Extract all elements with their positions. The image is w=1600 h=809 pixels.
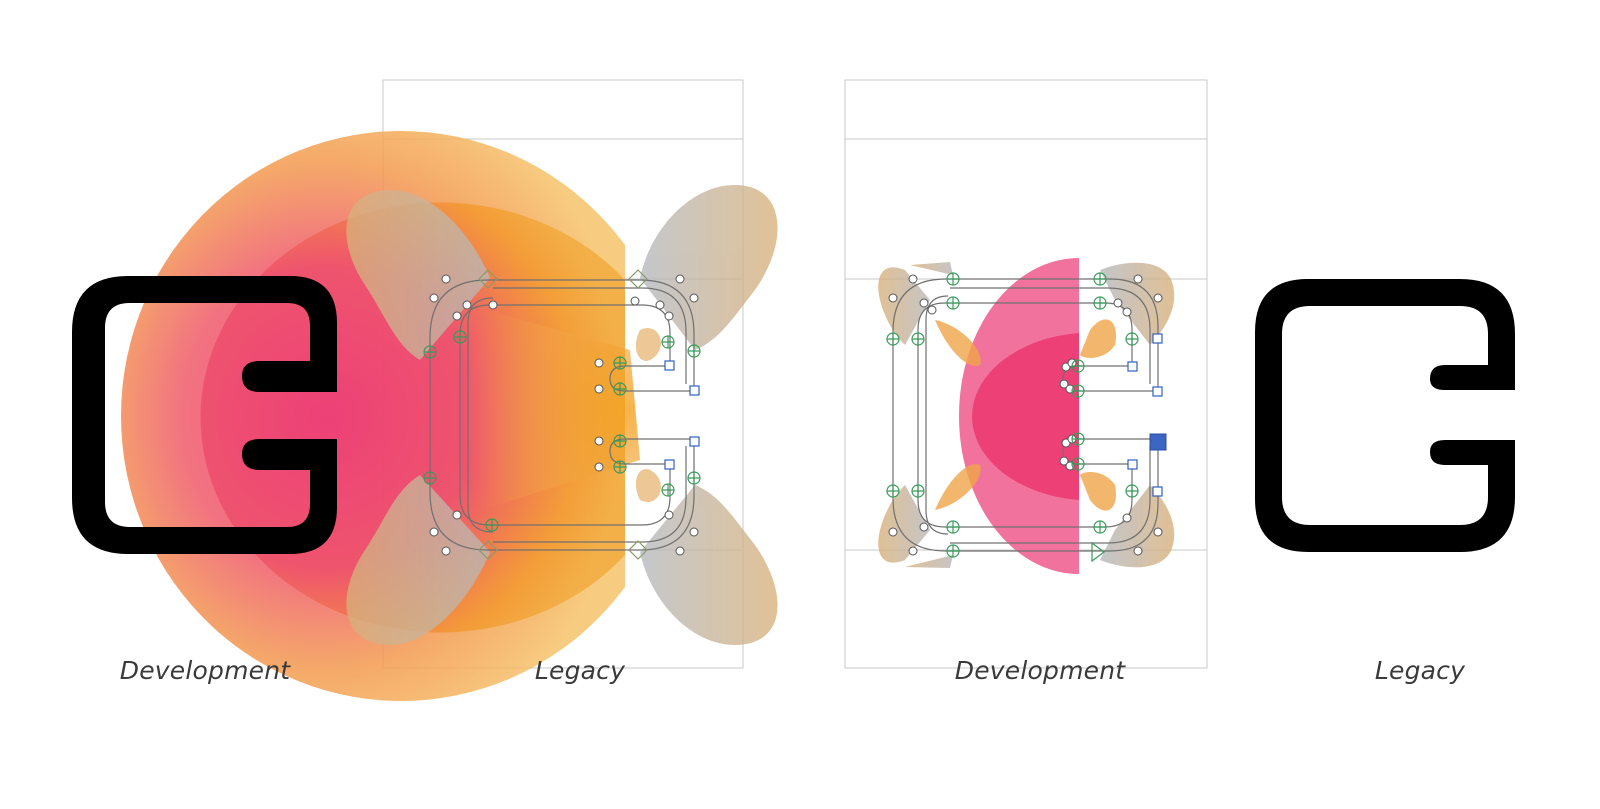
offcurve-handle-icon [664,510,674,520]
caption-right-legacy: Legacy [1374,656,1466,685]
offcurve-handle-icon [919,298,929,308]
offcurve-handle-icon [441,546,451,556]
tangent-node-icon [628,540,648,560]
corner-node-icon [664,459,675,470]
offcurve-handle-icon [594,384,604,394]
offcurve-handle-icon [888,293,898,303]
offcurve-handle-icon [1133,546,1143,556]
offcurve-handle-icon [689,293,699,303]
tangent-node-icon [628,269,648,289]
right-legacy-glyph [1255,279,1515,552]
left-node-markers [423,269,701,560]
offcurve-handle-icon [675,546,685,556]
corner-node-icon [1127,361,1138,372]
caption-right-development: Development [954,656,1126,685]
caption-left-development: Development [119,656,291,685]
offcurve-handle-icon [1153,293,1163,303]
offcurve-handle-icon [488,300,498,310]
caption-left-legacy: Legacy [534,656,626,685]
right-node-markers [886,272,1167,563]
offcurve-handle-icon [655,300,665,310]
offcurve-handle-icon [594,436,604,446]
offcurve-handle-icon [1153,527,1163,537]
offcurve-handle-icon [927,305,937,315]
offcurve-handle-icon [630,296,640,306]
right-handle-lobes [878,262,1175,568]
corner-node-icon [689,436,700,447]
corner-node-icon [664,360,675,371]
tangent-node-icon [478,269,498,289]
offcurve-handle-icon [689,527,699,537]
offcurve-handle-icon [675,274,685,284]
offcurve-handle-icon [1133,274,1143,284]
offcurve-handle-icon [452,311,462,321]
tangent-node-icon [478,540,498,560]
offcurve-handle-icon [1122,307,1132,317]
offcurve-handle-icon [1059,379,1069,389]
offcurve-handle-icon [888,527,898,537]
left-development-glyph [72,276,337,554]
offcurve-handle-icon [919,522,929,532]
offcurve-handle-icon [429,293,439,303]
offcurve-handle-icon [908,546,918,556]
corner-node-icon [1152,386,1163,397]
selected-node-icon [1149,433,1167,451]
left-legacy-outline [429,279,695,551]
corner-node-icon [689,385,700,396]
offcurve-handle-icon [1113,298,1123,308]
offcurve-handle-icon [462,300,472,310]
offcurve-handle-icon [594,358,604,368]
offcurve-handle-icon [594,462,604,472]
corner-node-icon [1127,459,1138,470]
offcurve-handle-icon [1122,513,1132,523]
offcurve-handle-icon [452,510,462,520]
start-node-icon [1091,541,1105,563]
offcurve-handle-icon [441,274,451,284]
corner-node-icon [1152,333,1163,344]
offcurve-handle-icon [1059,456,1069,466]
right-curvature-overlay [959,258,1079,574]
offcurve-handle-icon [908,274,918,284]
offcurve-handle-icon [664,311,674,321]
corner-node-icon [1152,486,1163,497]
offcurve-handle-icon [429,527,439,537]
